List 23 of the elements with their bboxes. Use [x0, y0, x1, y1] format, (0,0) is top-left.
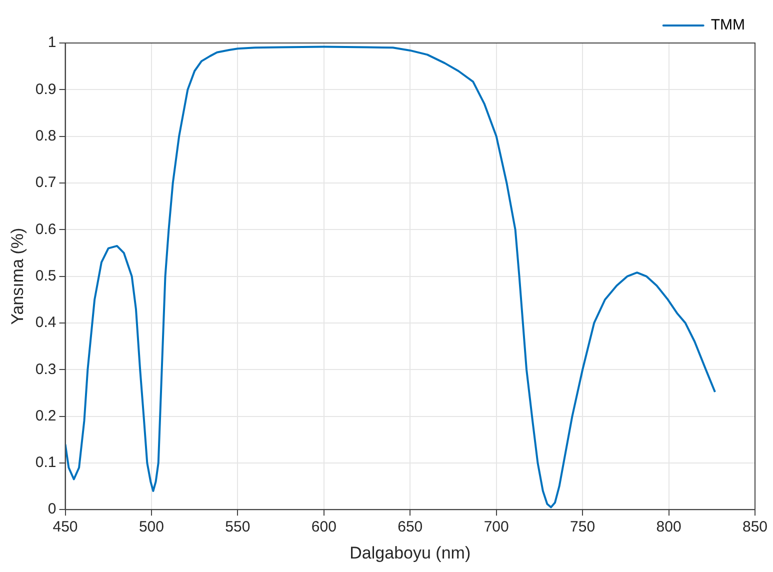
- y-tick-label: 0.9: [35, 80, 56, 98]
- y-tick-label: 1: [48, 34, 56, 52]
- y-tick-label: 0.6: [35, 220, 56, 238]
- y-tick-label: 0.5: [35, 267, 56, 284]
- x-tick-label: 550: [225, 518, 250, 536]
- x-tick-label: 700: [484, 518, 509, 536]
- y-tick-label: 0.7: [35, 174, 56, 192]
- x-tick-label: 800: [656, 518, 682, 536]
- y-tick-label: 0.3: [35, 360, 56, 378]
- y-tick-label: 0.2: [35, 407, 56, 424]
- y-tick-label: 0.1: [35, 454, 56, 472]
- y-axis-title: Yansıma (%): [8, 228, 27, 325]
- x-tick-label: 500: [138, 518, 164, 536]
- x-tick-label: 850: [742, 518, 768, 536]
- y-tick-label: 0.4: [35, 314, 56, 332]
- legend-label: TMM: [710, 16, 746, 34]
- x-tick-label: 650: [398, 518, 423, 536]
- x-tick-label: 750: [570, 518, 596, 536]
- y-tick-label: 0: [48, 500, 56, 518]
- x-tick-label: 450: [52, 518, 78, 536]
- y-tick-label: 0.8: [35, 127, 56, 144]
- x-tick-label: 600: [311, 518, 336, 536]
- x-axis-title: Dalgaboyu (nm): [350, 543, 471, 562]
